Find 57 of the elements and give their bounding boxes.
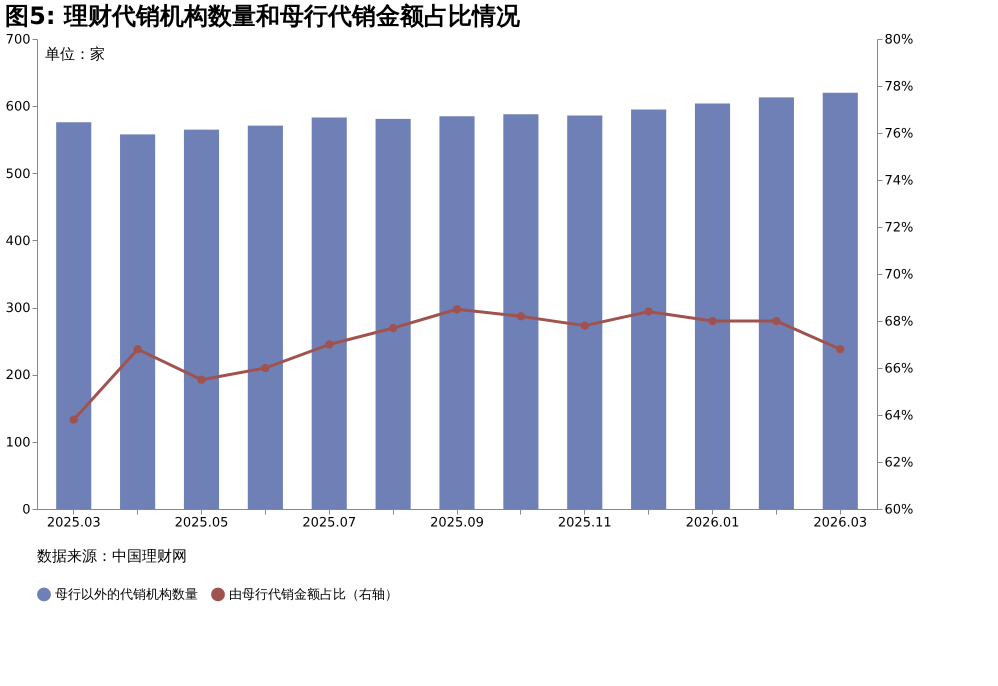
point [836, 345, 844, 354]
bar [503, 114, 538, 509]
bar [439, 116, 475, 509]
point [325, 340, 334, 349]
legend-label: 母行以外的代销机构数量 [55, 587, 198, 602]
y2-tick-label: 74% [884, 174, 914, 188]
y-tick-label: 700 [6, 32, 30, 48]
y-tick-label: 100 [6, 435, 30, 450]
bar [631, 110, 666, 509]
bar [694, 103, 730, 509]
x-tick-label: 2025.11 [558, 516, 612, 530]
x-tick-label: 2025.09 [430, 516, 484, 530]
y2-tick-label: 72% [884, 220, 914, 236]
y2-tick-label: 60% [884, 502, 914, 518]
x-tick-label: 2026.01 [686, 516, 740, 530]
annotation: 单位：家 [45, 45, 105, 63]
y2-tick-label: 66% [884, 362, 914, 376]
bar [248, 126, 283, 509]
y2-tick-label: 80% [884, 32, 914, 48]
y-tick-label: 200 [6, 368, 30, 384]
bar [758, 97, 794, 509]
y-tick-label: 300 [6, 301, 30, 316]
y2-tick-label: 62% [884, 456, 914, 470]
bar [376, 118, 411, 509]
point [516, 312, 526, 320]
point [580, 322, 589, 330]
y2-tick-label: 76% [884, 126, 914, 142]
bar [120, 134, 156, 509]
y2-tick-label: 68% [884, 314, 914, 330]
point [261, 364, 270, 372]
y2-tick-label: 64% [884, 408, 914, 424]
bar [56, 122, 92, 509]
x-tick-label: 2025.03 [46, 516, 101, 530]
bar [822, 92, 858, 509]
point [197, 376, 206, 384]
point [708, 316, 717, 326]
point [644, 307, 653, 316]
chart-title: 图5: 理财代销机构数量和母行代销金额占比情况 [5, 2, 521, 30]
point [772, 316, 781, 326]
y2-tick-label: 78% [884, 80, 914, 94]
y-tick-label: 0 [22, 502, 30, 518]
bar [567, 116, 602, 509]
bar [312, 118, 347, 509]
point [133, 345, 142, 354]
y-tick-label: 600 [6, 100, 30, 115]
x-tick-label: 2025.07 [302, 516, 356, 530]
source-note: 数据来源：中国理财网 [37, 547, 187, 565]
point [70, 416, 78, 424]
y2-tick-label: 70% [884, 268, 914, 282]
bar [184, 130, 220, 509]
y-tick-label: 500 [6, 166, 30, 182]
legend-label: 由母行代销金额占比（右轴） [229, 587, 398, 602]
x-tick-label: 2025.05 [174, 516, 228, 530]
point [388, 324, 398, 332]
point [452, 305, 462, 314]
y-tick-label: 400 [6, 234, 30, 249]
x-tick-label: 2026.03 [813, 516, 868, 530]
